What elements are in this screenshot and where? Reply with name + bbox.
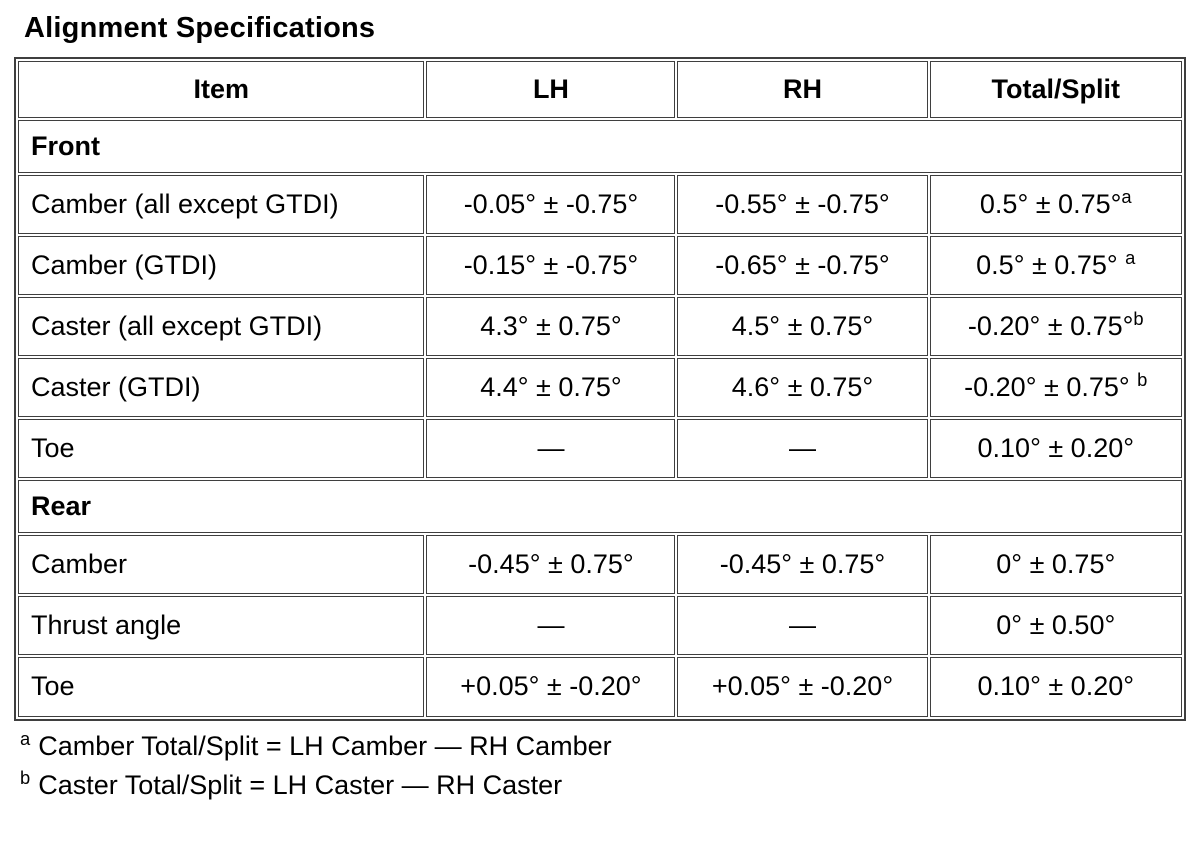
total-cell: 0.10° ± 0.20° (929, 419, 1182, 479)
section-row-rear: Rear (18, 480, 1182, 534)
table-row: Camber (all except GTDI) -0.05° ± -0.75°… (18, 175, 1182, 235)
column-header-item: Item (18, 61, 425, 119)
total-value: 0.5° ± 0.75° (976, 250, 1126, 281)
rh-cell: -0.55° ± -0.75° (677, 175, 928, 235)
column-header-lh: LH (426, 61, 676, 119)
column-header-rh: RH (677, 61, 928, 119)
item-cell: Thrust angle (18, 596, 425, 656)
table-row: Camber (GTDI) -0.15° ± -0.75° -0.65° ± -… (18, 236, 1182, 296)
section-label: Rear (18, 480, 1182, 534)
item-cell: Toe (18, 657, 425, 717)
total-value: 0.10° ± 0.20° (977, 671, 1135, 702)
total-value: -0.20° ± 0.75° (964, 372, 1138, 403)
item-cell: Caster (GTDI) (18, 358, 425, 418)
total-cell: 0.5° ± 0.75°a (929, 175, 1182, 235)
section-row-front: Front (18, 120, 1182, 174)
item-cell: Toe (18, 419, 425, 479)
total-cell: -0.20° ± 0.75° b (929, 358, 1182, 418)
item-cell: Camber (GTDI) (18, 236, 425, 296)
alignment-spec-table: Item LH RH Total/Split Front Camber (all… (14, 57, 1186, 721)
lh-cell: — (426, 419, 676, 479)
total-value: -0.20° ± 0.75° (967, 311, 1134, 342)
footnote-marker: b (1133, 308, 1144, 330)
total-value: 0° ± 0.75° (996, 549, 1116, 580)
table-row: Thrust angle — — 0° ± 0.50° (18, 596, 1182, 656)
item-cell: Camber (all except GTDI) (18, 175, 425, 235)
page-title: Alignment Specifications (24, 12, 376, 44)
rh-cell: — (677, 419, 928, 479)
footnote-marker: a (20, 727, 31, 749)
footnote-a: a Camber Total/Split = LH Camber — RH Cam… (20, 729, 1186, 764)
footnote-marker: a (1125, 247, 1136, 269)
section-label: Front (18, 120, 1182, 174)
footnote-marker: a (1121, 186, 1132, 208)
rh-cell: -0.45° ± 0.75° (677, 535, 928, 595)
total-value: 0° ± 0.50° (996, 610, 1116, 641)
total-cell: 0.10° ± 0.20° (929, 657, 1182, 717)
rh-cell: 4.6° ± 0.75° (677, 358, 928, 418)
table-row: Caster (all except GTDI) 4.3° ± 0.75° 4.… (18, 297, 1182, 357)
lh-cell: -0.05° ± -0.75° (426, 175, 676, 235)
table-row: Caster (GTDI) 4.4° ± 0.75° 4.6° ± 0.75° … (18, 358, 1182, 418)
item-cell: Camber (18, 535, 425, 595)
lh-cell: -0.15° ± -0.75° (426, 236, 676, 296)
total-cell: 0° ± 0.50° (929, 596, 1182, 656)
total-cell: 0.5° ± 0.75° a (929, 236, 1182, 296)
total-cell: -0.20° ± 0.75°b (929, 297, 1182, 357)
total-cell: 0° ± 0.75° (929, 535, 1182, 595)
column-header-total: Total/Split (929, 61, 1182, 119)
footnote-marker: b (1137, 369, 1148, 391)
rh-cell: -0.65° ± -0.75° (677, 236, 928, 296)
table-row: Toe +0.05° ± -0.20° +0.05° ± -0.20° 0.10… (18, 657, 1182, 717)
lh-cell: +0.05° ± -0.20° (426, 657, 676, 717)
lh-cell: — (426, 596, 676, 656)
rh-cell: 4.5° ± 0.75° (677, 297, 928, 357)
footnote-marker: b (20, 766, 31, 788)
lh-cell: 4.3° ± 0.75° (426, 297, 676, 357)
lh-cell: 4.4° ± 0.75° (426, 358, 676, 418)
rh-cell: +0.05° ± -0.20° (677, 657, 928, 717)
header-row: Item LH RH Total/Split (18, 61, 1182, 119)
item-cell: Caster (all except GTDI) (18, 297, 425, 357)
rh-cell: — (677, 596, 928, 656)
footnote-b: b Caster Total/Split = LH Caster — RH Cas… (20, 768, 1186, 803)
lh-cell: -0.45° ± 0.75° (426, 535, 676, 595)
footnotes: a Camber Total/Split = LH Camber — RH Cam… (20, 729, 1186, 803)
footnote-text: Caster Total/Split = LH Caster — RH Cast… (38, 769, 563, 800)
table-row: Camber -0.45° ± 0.75° -0.45° ± 0.75° 0° … (18, 535, 1182, 595)
footnote-text: Camber Total/Split = LH Camber — RH Camb… (38, 730, 612, 761)
total-value: 0.5° ± 0.75° (979, 189, 1122, 220)
table-row: Toe — — 0.10° ± 0.20° (18, 419, 1182, 479)
total-value: 0.10° ± 0.20° (977, 433, 1135, 464)
